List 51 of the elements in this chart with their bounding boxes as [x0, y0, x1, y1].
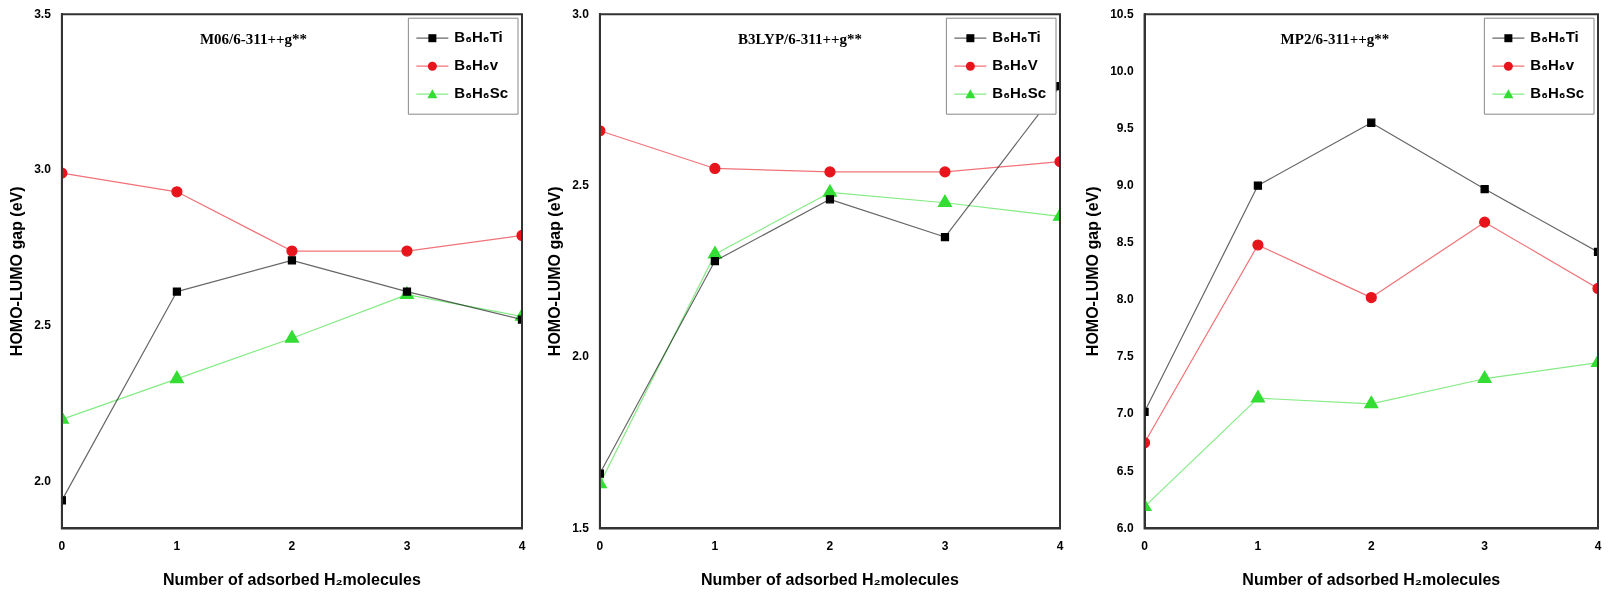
legend-label: B₆H₆Ti — [992, 28, 1041, 46]
y-tick-label: 10.5 — [1110, 6, 1134, 21]
x-tick-label: 1 — [1254, 538, 1262, 553]
text: MP2/6-311++g** — [1280, 30, 1390, 47]
y-tick-label: 3.5 — [34, 6, 52, 21]
y-tick-label: 1.5 — [572, 520, 590, 535]
y-tick-label: 3.0 — [34, 162, 52, 177]
y-tick-label: 6.5 — [1116, 463, 1134, 478]
x-tick-label: 0 — [596, 538, 604, 553]
x-axis-title: Number of adsorbed H₂molecules — [163, 570, 421, 588]
legend-label: B₆H₆Ti — [454, 28, 503, 46]
y-tick-label: 7.0 — [1116, 406, 1134, 421]
y-tick-label: 2.0 — [572, 349, 590, 364]
y-tick-label: 2.5 — [34, 318, 52, 333]
legend-label: B₆H₆Ti — [1530, 28, 1579, 46]
y-tick-label: 2.5 — [572, 177, 590, 192]
x-axis-title: Number of adsorbed H₂molecules — [701, 570, 959, 588]
x-tick-label: 3 — [941, 538, 949, 553]
y-tick-label: 9.5 — [1116, 120, 1134, 135]
x-tick-label: 2 — [288, 538, 296, 553]
x-tick-label: 2 — [1367, 538, 1375, 553]
y-tick-label: 8.0 — [1116, 292, 1134, 307]
y-axis-title: HOMO-LUMO gap (eV) — [546, 186, 564, 357]
y-tick-label: 10.0 — [1110, 63, 1134, 78]
legend-label: B₆H₆v — [1530, 56, 1575, 74]
legend-label: B₆H₆Sc — [1530, 84, 1585, 102]
x-tick-label: 4 — [1056, 538, 1064, 553]
y-tick-label: 3.0 — [572, 6, 590, 21]
legend-label: B₆H₆Sc — [992, 84, 1047, 102]
y-tick-label: 2.0 — [34, 473, 52, 488]
x-tick-label: 0 — [58, 538, 66, 553]
legend-label: B₆H₆V — [992, 56, 1038, 74]
x-tick-label: 4 — [1594, 538, 1602, 553]
y-tick-label: 6.0 — [1116, 520, 1134, 535]
x-tick-label: 4 — [518, 538, 526, 553]
text: B3LYP/6-311++g** — [737, 30, 862, 47]
y-tick-label: 7.5 — [1116, 349, 1134, 364]
legend-label: B₆H₆v — [454, 56, 499, 74]
x-tick-label: 2 — [826, 538, 834, 553]
x-tick-label: 1 — [173, 538, 181, 553]
x-tick-label: 1 — [711, 538, 719, 553]
x-axis-title: Number of adsorbed H₂molecules — [1242, 570, 1501, 588]
text: M06/6-311++g** — [199, 30, 308, 47]
y-tick-label: 9.0 — [1116, 177, 1134, 192]
x-tick-label: 0 — [1141, 538, 1149, 553]
legend-label: B₆H₆Sc — [454, 84, 509, 102]
x-tick-label: 3 — [403, 538, 411, 553]
y-axis-title: HOMO-LUMO gap (eV) — [8, 186, 26, 357]
x-tick-label: 3 — [1481, 538, 1489, 553]
y-axis-title: HOMO-LUMO gap (eV) — [1084, 186, 1102, 357]
y-tick-label: 8.5 — [1116, 235, 1134, 250]
